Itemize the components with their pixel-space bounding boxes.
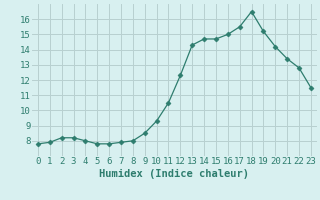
X-axis label: Humidex (Indice chaleur): Humidex (Indice chaleur) xyxy=(100,169,249,179)
